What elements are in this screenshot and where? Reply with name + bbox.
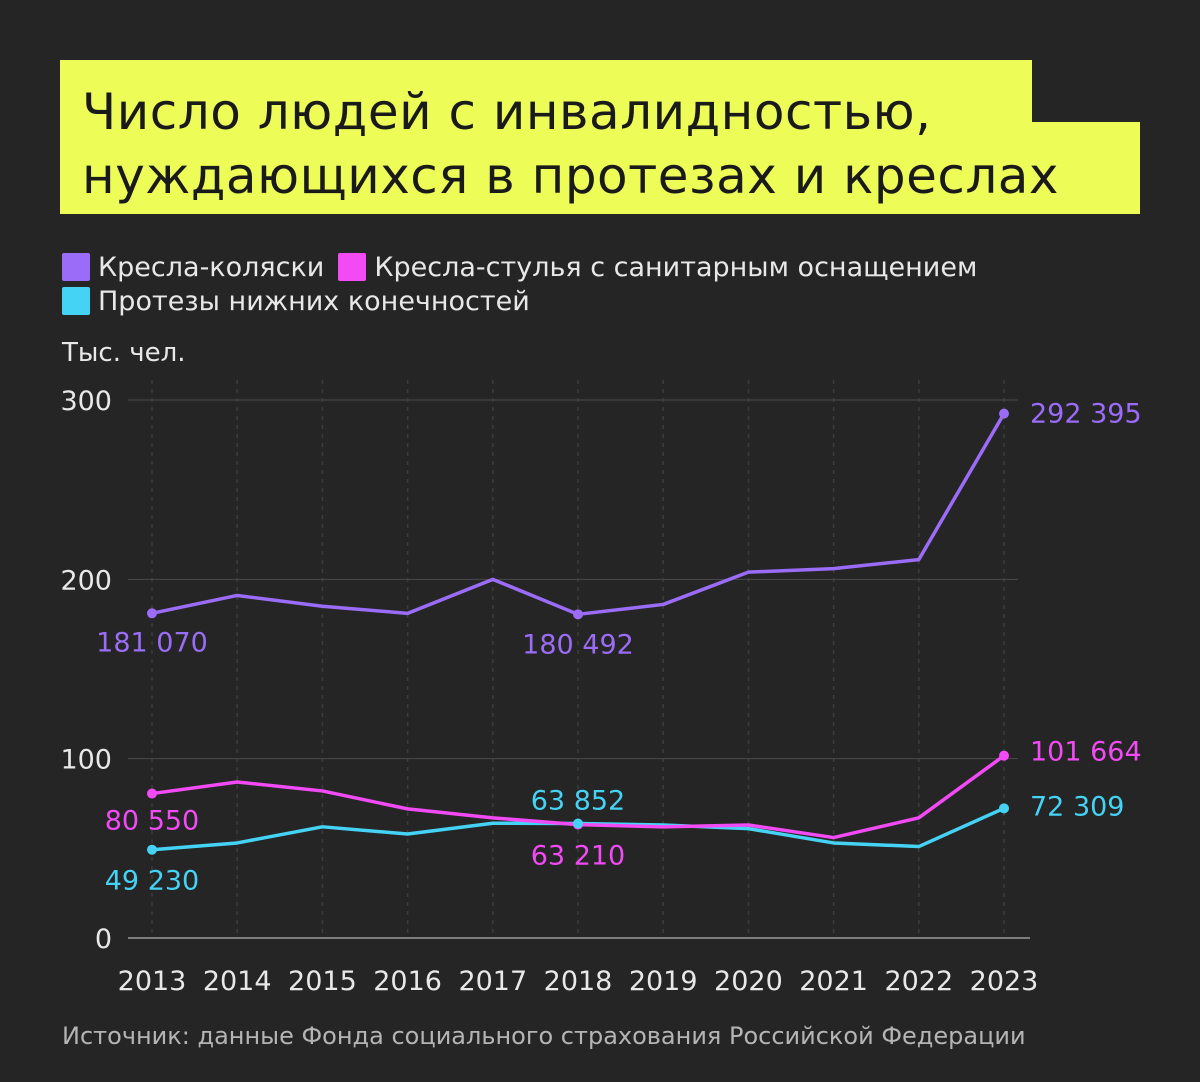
x-tick-label-2013: 2013 [118, 966, 187, 997]
x-tick-label-2022: 2022 [884, 966, 953, 997]
legend-item-wheelchairs: Кресла-коляски [62, 252, 324, 283]
x-tick-label-2020: 2020 [714, 966, 783, 997]
data-label-prostheses-2023: 72 309 [1030, 791, 1124, 822]
data-point-wheelchairs-2023 [999, 408, 1009, 419]
chart-title-line1: Число людей с инвалидностью, [82, 83, 932, 141]
data-point-wheelchairs-2013 [147, 608, 157, 619]
y-tick-label-300: 300 [60, 386, 112, 417]
legend: Кресла-коляски Кресла-стулья с санитарны… [62, 250, 991, 318]
data-label-sanitary-chairs-2018: 63 210 [531, 841, 625, 872]
legend-label-wheelchairs: Кресла-коляски [98, 251, 325, 283]
x-tick-label-2015: 2015 [288, 966, 357, 997]
y-tick-label-100: 100 [60, 745, 112, 776]
data-label-prostheses-2018: 63 852 [531, 785, 625, 816]
data-point-prostheses-2023 [999, 803, 1009, 814]
source-note: Источник: данные Фонда социального страх… [62, 1022, 1026, 1050]
title-highlight-line2 [60, 122, 1140, 214]
legend-item-sanitary-chairs: Кресла-стулья с санитарным оснащением [338, 252, 977, 283]
data-point-prostheses-2018 [573, 818, 583, 829]
x-tick-label-2018: 2018 [544, 966, 613, 997]
x-tick-label-2016: 2016 [373, 966, 442, 997]
y-tick-label-200: 200 [60, 565, 112, 596]
legend-swatch-sanitary-chairs [338, 253, 367, 281]
legend-row-2: Протезы нижних конечностей [62, 284, 991, 318]
data-point-prostheses-2013 [147, 844, 157, 855]
x-tick-label-2017: 2017 [458, 966, 527, 997]
data-label-wheelchairs-2013: 181 070 [96, 627, 208, 658]
legend-item-prostheses: Протезы нижних конечностей [62, 286, 530, 317]
data-point-sanitary-chairs-2013 [147, 788, 157, 799]
data-label-wheelchairs-2018: 180 492 [522, 629, 634, 660]
legend-label-prostheses: Протезы нижних конечностей [98, 285, 530, 317]
legend-label-sanitary-chairs: Кресла-стулья с санитарным оснащением [374, 251, 978, 283]
chart-title-line2: нуждающихся в протезах и креслах [82, 147, 1060, 205]
title-block: Число людей с инвалидностью, нуждающихся… [60, 60, 1140, 214]
y-tick-label-0: 0 [95, 924, 112, 955]
data-label-sanitary-chairs-2023: 101 664 [1030, 737, 1142, 768]
data-label-wheelchairs-2023: 292 395 [1030, 399, 1142, 430]
chart-title: Число людей с инвалидностью, нуждающихся… [82, 80, 1142, 208]
x-tick-label-2014: 2014 [203, 966, 272, 997]
data-label-prostheses-2013: 49 230 [105, 866, 199, 897]
data-label-sanitary-chairs-2013: 80 550 [105, 806, 199, 837]
data-point-wheelchairs-2018 [573, 609, 583, 620]
legend-row-1: Кресла-коляски Кресла-стулья с санитарны… [62, 250, 991, 284]
data-point-sanitary-chairs-2023 [999, 750, 1009, 761]
y-axis-unit-label: Тыс. чел. [62, 338, 186, 368]
legend-swatch-prostheses [62, 287, 90, 315]
x-tick-label-2023: 2023 [970, 966, 1039, 997]
x-tick-label-2019: 2019 [629, 966, 698, 997]
x-tick-label-2021: 2021 [799, 966, 868, 997]
legend-swatch-wheelchairs [62, 253, 90, 281]
title-highlight-line1 [60, 60, 1032, 130]
